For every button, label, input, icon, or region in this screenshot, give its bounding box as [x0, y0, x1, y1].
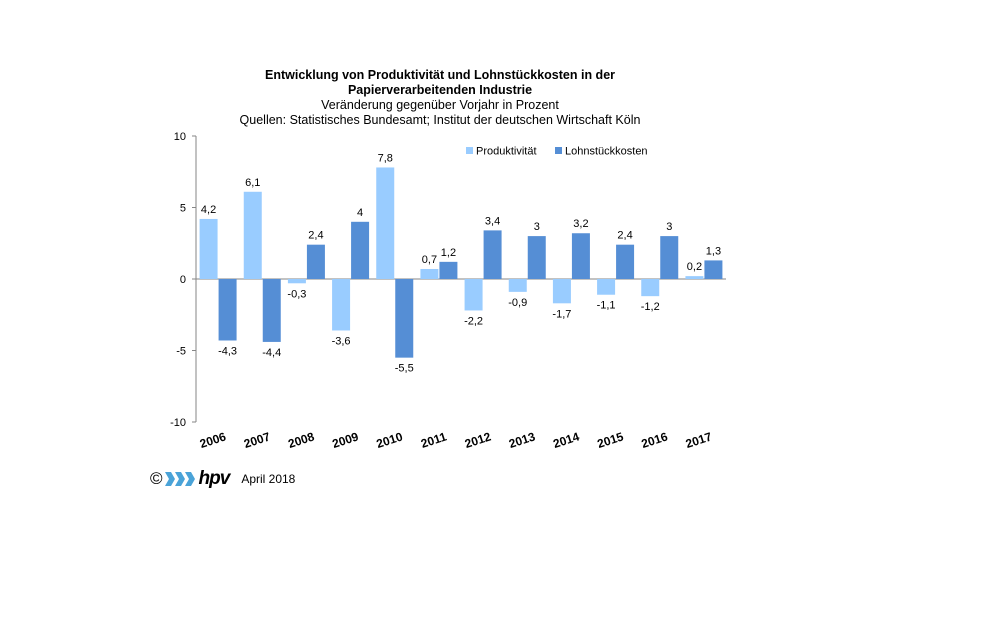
copyright-symbol: ©: [150, 469, 163, 488]
y-tick-label: 10: [174, 131, 186, 143]
data-label: 0,2: [687, 261, 702, 273]
hpv-logo-text: hpv: [198, 468, 231, 489]
data-label: 6,1: [245, 177, 260, 189]
data-label: 1,2: [441, 247, 456, 259]
data-label: 4: [357, 207, 363, 219]
bar-lohnstueckkosten: [395, 279, 414, 358]
bar-produktivitaet: [243, 191, 262, 279]
legend-swatch-lohnstueckkosten: [555, 147, 562, 154]
hpv-arrows-logo-icon: [164, 472, 195, 486]
bar-produktivitaet: [464, 279, 483, 311]
bar-lohnstueckkosten: [660, 236, 679, 279]
bar-lohnstueckkosten: [351, 221, 370, 279]
bar-lohnstueckkosten: [439, 261, 458, 279]
data-label: -4,3: [218, 345, 237, 357]
data-label: -5,5: [395, 363, 414, 375]
legend-label-lohnstueckkosten: Lohnstückkosten: [565, 146, 648, 158]
bar-produktivitaet: [199, 218, 218, 279]
data-label: -0,9: [508, 297, 527, 309]
data-label: 3,4: [485, 215, 500, 227]
x-tick-label: 2006: [198, 429, 228, 451]
x-tick-label: 2010: [375, 429, 405, 451]
chart-titles: Entwicklung von Produktivität und Lohnst…: [180, 68, 700, 128]
legend-label-produktivitaet: Produktivität: [476, 146, 537, 158]
data-label: -1,1: [597, 300, 616, 312]
data-label: 1,3: [706, 245, 721, 257]
data-label: -2,2: [464, 315, 483, 327]
x-tick-label: 2014: [551, 429, 581, 451]
data-label: 2,4: [617, 230, 632, 242]
x-tick-label: 2015: [595, 429, 625, 451]
bar-produktivitaet: [287, 279, 306, 284]
data-label: -1,7: [552, 308, 571, 320]
bar-lohnstueckkosten: [616, 244, 635, 279]
footer-date: April 2018: [241, 472, 296, 486]
chart-source: Quellen: Statistisches Bundesamt; Instit…: [239, 113, 641, 127]
bar-lohnstueckkosten: [571, 233, 590, 279]
y-tick-label: 0: [180, 274, 186, 286]
x-tick-label: 2008: [286, 429, 316, 451]
chart-title-line1: Entwicklung von Produktivität und Lohnst…: [264, 68, 616, 82]
bar-lohnstueckkosten: [527, 236, 546, 279]
data-label: 3: [534, 221, 540, 233]
y-tick-label: -5: [176, 346, 186, 358]
data-label: 3,2: [573, 218, 588, 230]
x-tick-label: 2009: [330, 429, 360, 451]
y-tick-label: 5: [180, 203, 186, 215]
bar-lohnstueckkosten: [704, 260, 723, 279]
bar-lohnstueckkosten: [306, 244, 325, 279]
x-tick-label: 2012: [463, 429, 493, 451]
bar-produktivitaet: [332, 279, 351, 331]
bar-lohnstueckkosten: [483, 230, 502, 279]
bar-produktivitaet: [376, 167, 395, 279]
chart-subtitle: Veränderung gegenüber Vorjahr in Prozent: [321, 98, 559, 112]
data-label: 3: [666, 221, 672, 233]
x-tick-label: 2017: [684, 429, 714, 451]
bar-produktivitaet: [685, 276, 704, 279]
legend-swatch-produktivitaet: [466, 147, 473, 154]
data-label: -4,4: [262, 347, 281, 359]
data-label: 4,2: [201, 204, 216, 216]
bar-produktivitaet: [508, 279, 527, 292]
y-tick-label: -10: [170, 417, 186, 429]
data-label: 0,7: [422, 254, 437, 266]
bar-lohnstueckkosten: [262, 279, 281, 342]
x-tick-label: 2007: [242, 429, 272, 451]
footer: © hpv April 2018: [150, 468, 295, 490]
data-label: 7,8: [378, 152, 393, 164]
data-label: -0,3: [287, 288, 306, 300]
bar-produktivitaet: [552, 279, 571, 304]
bar-produktivitaet: [641, 279, 660, 297]
bar-lohnstueckkosten: [218, 279, 237, 341]
data-label: 2,4: [308, 230, 323, 242]
x-tick-label: 2013: [507, 429, 537, 451]
bar-produktivitaet: [420, 268, 439, 279]
x-tick-label: 2011: [419, 429, 448, 450]
data-label: -3,6: [332, 335, 351, 347]
x-tick-label: 2016: [640, 429, 670, 451]
chart-title-line2: Papierverarbeitenden Industrie: [347, 83, 533, 97]
data-label: -1,2: [641, 301, 660, 313]
bar-produktivitaet: [597, 279, 616, 295]
